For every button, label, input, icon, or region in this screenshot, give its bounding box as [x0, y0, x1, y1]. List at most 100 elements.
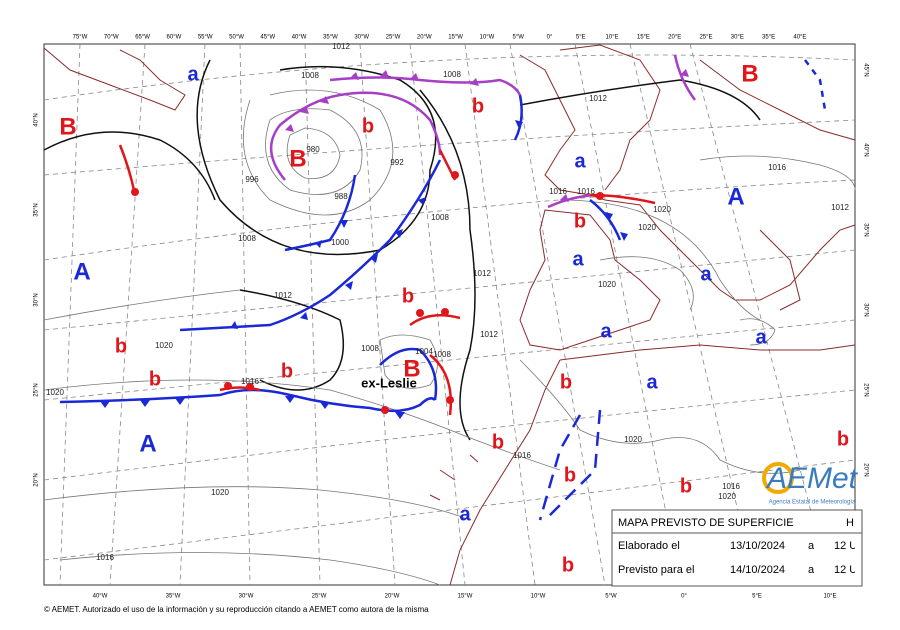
longitude-label: 10°E: [606, 35, 619, 41]
pressure-center: b: [562, 554, 574, 576]
longitude-label: 0°: [681, 594, 687, 600]
pressure-center: b: [837, 428, 849, 450]
isobar-label: 1012: [480, 330, 498, 339]
pressure-center: B: [741, 60, 758, 87]
pressure-center: b: [564, 464, 576, 486]
info-cell: a: [808, 564, 815, 576]
longitude-label: 20°E: [668, 35, 681, 41]
info-cell: Elaborado el: [618, 540, 680, 552]
info-box: MAPA PREVISTO DE SUPERFICIE H: [611, 509, 863, 587]
logo-subtitle: Agencia Estatal de Meteorología: [769, 500, 856, 506]
longitude-label: 5°E: [752, 594, 762, 600]
longitude-label: 15°W: [448, 35, 463, 41]
longitude-label: 75°W: [73, 35, 88, 41]
info-cell: Previsto para el: [618, 564, 694, 576]
longitude-label: 40°E: [793, 35, 806, 41]
coastlines: [43, 44, 856, 586]
fronts: [59, 54, 827, 521]
isobar-label: 996: [245, 175, 259, 184]
isobar-label: 1008: [433, 350, 451, 359]
latitude-label: 20°N: [34, 473, 40, 486]
longitude-label: 40°W: [93, 594, 108, 600]
info-cell: 14/10/2024: [730, 564, 785, 576]
longitude-label: 5°E: [576, 35, 586, 41]
isobar-label: 1020: [638, 223, 656, 232]
pressure-center: b: [362, 115, 374, 137]
isobar-label: 1020: [653, 205, 671, 214]
longitude-label: 5°W: [605, 594, 617, 600]
pressure-center: a: [187, 63, 199, 85]
longitude-label: 25°W: [312, 594, 327, 600]
isobar-label: 1020: [624, 435, 642, 444]
longitude-label: 20°W: [417, 35, 432, 41]
longitude-label: 10°E: [823, 594, 836, 600]
isobar-label: 1004: [415, 347, 433, 356]
latitude-label: 30°N: [34, 293, 40, 306]
info-cell: 12 U: [834, 540, 857, 552]
latitude-label: 45°N: [862, 63, 868, 76]
longitude-label: 15°W: [458, 594, 473, 600]
isobar-label: 1016: [722, 482, 740, 491]
isobars: [43, 59, 856, 586]
longitude-label: 30°W: [354, 35, 369, 41]
latitude-label: 40°N: [34, 113, 40, 126]
pressure-center: b: [574, 210, 586, 232]
longitude-label: 55°W: [198, 35, 213, 41]
longitude-label: 0°: [547, 35, 553, 41]
pressure-center: b: [492, 431, 504, 453]
isobar-label: 1012: [589, 94, 607, 103]
info-title: MAPA PREVISTO DE SUPERFICIE: [618, 517, 794, 529]
isobar-label: 1016: [513, 451, 531, 460]
longitude-label: 30°W: [239, 594, 254, 600]
pressure-center: a: [700, 263, 712, 285]
isobar-label: 1012: [831, 203, 849, 212]
info-title-suffix: H: [846, 517, 854, 529]
pressure-center: b: [402, 285, 414, 307]
pressure-center: a: [600, 320, 612, 342]
isobar-label: 1012: [473, 269, 491, 278]
longitude-label: 35°W: [323, 35, 338, 41]
isobar-label: 1000: [331, 238, 349, 247]
footer: © AEMET. Autorizado el uso de la informa…: [44, 605, 429, 614]
pressure-center: a: [646, 371, 658, 393]
logo-name: AEMet: [765, 462, 859, 495]
isobar-label: 1020: [598, 280, 616, 289]
isobar-label: 1016: [577, 187, 595, 196]
pressure-center: B: [59, 113, 76, 140]
longitude-label: 40°W: [292, 35, 307, 41]
isobar-label: 1008: [361, 344, 379, 353]
pressure-center: A: [73, 258, 90, 285]
pressure-center: a: [755, 326, 767, 348]
longitude-label: 45°W: [260, 35, 275, 41]
longitude-label: 25°E: [699, 35, 712, 41]
pressure-center: b: [149, 368, 161, 390]
isobar-label: 992: [390, 158, 404, 167]
isobar-label: 1016: [96, 553, 114, 562]
isobar-label: 980: [306, 145, 320, 154]
pressure-center: A: [139, 430, 156, 457]
map-frame: [43, 43, 856, 586]
longitude-label: 50°W: [229, 35, 244, 41]
pressure-center: b: [680, 475, 692, 497]
longitude-label: 65°W: [135, 35, 150, 41]
latitude-label: 30°N: [862, 303, 868, 316]
isobar-label: 1016: [549, 187, 567, 196]
pressure-center: b: [115, 335, 127, 357]
longitude-label: 20°W: [385, 594, 400, 600]
longitude-label: 25°W: [386, 35, 401, 41]
info-cell: 12 U: [834, 564, 857, 576]
pressure-center: a: [574, 150, 586, 172]
isobar-label: 1012: [332, 42, 350, 51]
isobar-label: 1008: [431, 213, 449, 222]
pressure-center: a: [459, 503, 471, 525]
info-cell: a: [808, 540, 815, 552]
longitude-label: 10°W: [480, 35, 495, 41]
pressure-center: b: [281, 360, 293, 382]
isobar-label: 1008: [238, 234, 256, 243]
isobar-label: 1008: [301, 71, 319, 80]
info-cell: 13/10/2024: [730, 540, 785, 552]
isobar-label: 988: [334, 192, 348, 201]
pressure-center: B: [403, 355, 420, 382]
